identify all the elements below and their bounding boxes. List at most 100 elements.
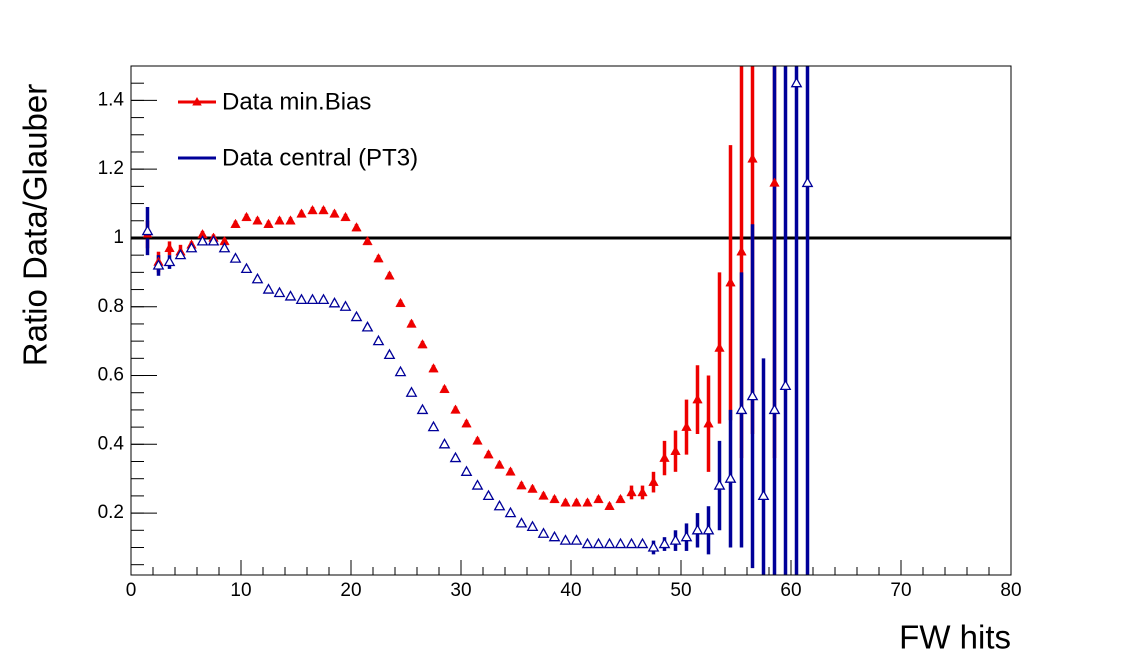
data-point [450,404,461,414]
data-point [526,520,539,532]
data-point [460,465,473,476]
data-point [461,418,472,428]
data-point [801,176,814,188]
data-point [515,517,528,528]
data-point [626,486,637,497]
data-point [570,534,583,545]
x-tick-label: 10 [230,580,251,601]
data-point [449,451,462,463]
data-point [636,537,649,549]
data-point [218,241,231,253]
data-point [747,153,758,163]
data-point [141,224,154,236]
data-point [516,480,527,490]
data-point [328,296,341,308]
data-point [548,530,561,542]
x-tick-label: 0 [126,580,137,601]
data-point [196,235,209,246]
data-point [637,486,648,497]
data-point [296,208,307,218]
data-point [483,449,494,459]
data-point [625,537,638,549]
x-axis-label: FW hits [899,619,1011,656]
data-point [681,421,692,431]
data-point [736,246,747,256]
data-point [581,537,594,549]
data-point [350,310,363,322]
data-point [648,476,659,486]
data-point [603,537,616,549]
y-tick-label: 1.4 [98,89,125,110]
data-point [373,253,384,263]
data-point [340,211,351,222]
data-point [614,537,627,549]
data-point [372,334,385,346]
y-tick-label: 0.2 [98,502,124,523]
x-tick-label: 20 [340,580,361,601]
data-point [768,403,781,415]
data-point [472,435,483,445]
data-point [394,365,407,377]
x-tick-label: 70 [890,580,911,601]
data-point [615,493,626,504]
y-tick-label: 0.4 [98,433,125,454]
data-point [361,321,374,332]
data-point [284,290,297,301]
y-tick-label: 0.6 [98,365,124,386]
data-point [746,389,759,401]
data-point [537,527,550,538]
data-point [406,318,417,328]
data-point [306,293,319,305]
data-point [493,499,506,511]
data-point [416,403,429,415]
data-point [229,252,242,263]
data-point [691,523,704,535]
x-tick-label: 50 [670,580,691,601]
data-point [592,537,605,549]
data-point [714,342,725,352]
data-point [285,215,296,225]
data-point [439,383,450,394]
data-point [571,497,582,507]
data-point [724,472,737,483]
data-point [174,248,187,260]
y-tick-label: 0.8 [98,296,124,317]
data-point [252,215,263,225]
data-point [241,211,252,222]
data-point [395,297,406,308]
data-point [725,277,736,287]
data-point [317,293,330,305]
legend-label: Data min.Bias [222,88,371,115]
data-point [251,272,264,284]
data-point [295,293,308,305]
data-point [702,523,715,535]
data-point [207,235,220,246]
data-point [339,300,352,311]
x-tick-label: 30 [450,580,471,601]
data-point [494,459,505,469]
data-point [427,420,440,432]
data-point [185,241,198,253]
data-point [329,208,340,218]
legend-marker [192,97,202,106]
data-point [703,418,714,428]
data-point [263,218,274,228]
data-point [790,76,803,88]
data-point [735,403,748,415]
y-axis-label: Ratio Data/Glauber [17,84,54,366]
data-point [538,490,549,500]
data-point [163,255,176,267]
data-point [559,534,572,545]
data-point [680,530,693,542]
data-point [362,235,373,246]
x-tick-label: 40 [560,580,581,601]
y-tick-label: 1 [113,227,124,248]
data-point [164,242,175,253]
data-point [417,339,428,349]
data-point [757,489,770,501]
x-tick-label: 80 [1000,580,1021,601]
data-point [262,283,275,294]
